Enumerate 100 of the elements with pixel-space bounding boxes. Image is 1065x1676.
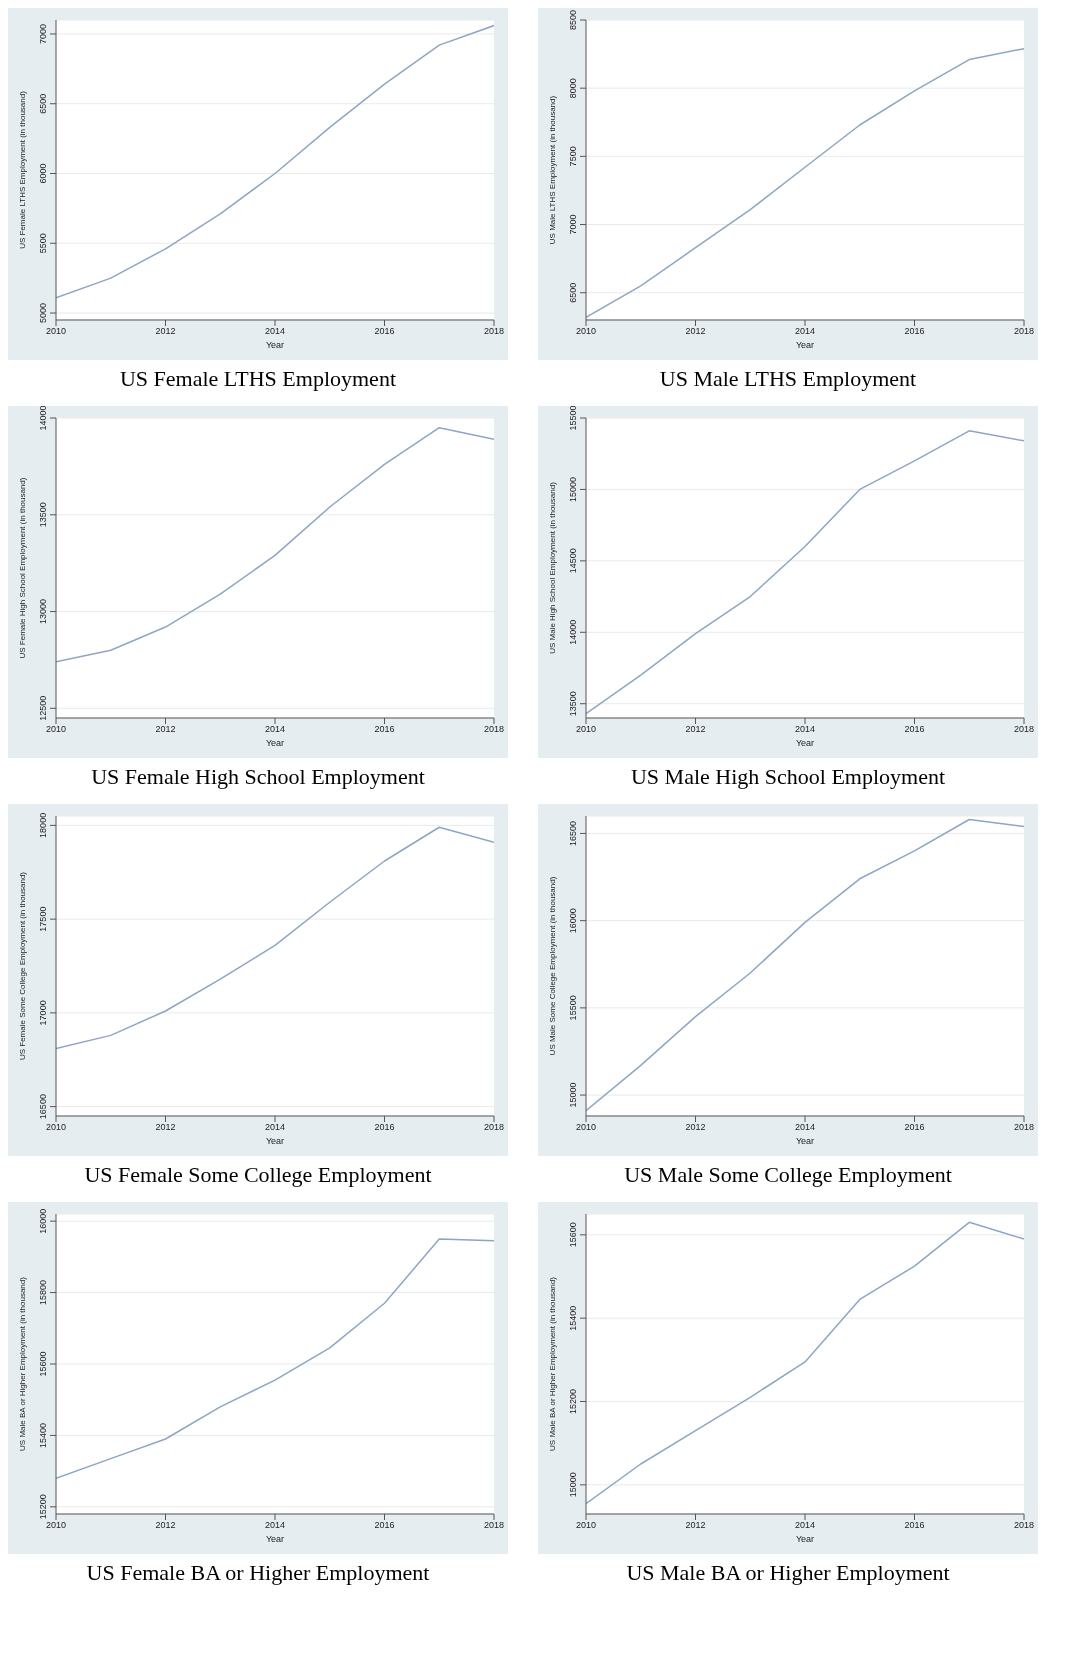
x-tick-label: 2014 [794,1520,816,1531]
x-tick-label: 2010 [45,326,67,337]
line-series [56,826,494,1050]
y-axis-title: US Male High School Employment (in thousand) [547,481,557,654]
y-tick-label: 12500 [38,695,48,721]
x-axis-title: Year [795,738,815,748]
y-axis-title: US Male BA or Higher Employment (in thousand) [547,1276,557,1451]
x-tick-label: 2016 [374,1122,395,1133]
y-axis-title: US Male LTHS Employment (in thousand) [547,95,557,245]
y-axis-title: US Male Some College Employment (in thousand) [547,876,557,1056]
x-tick-label: 2018 [483,326,505,337]
x-tick-label: 2012 [685,326,706,337]
y-tick-label: 6500 [38,93,48,114]
y-tick-label: 13000 [38,599,48,625]
x-tick-label: 2012 [155,724,176,735]
y-tick-label: 16500 [38,1094,48,1120]
x-tick-label: 2016 [904,1122,925,1133]
y-axis-title: US Female Some College Employment (in thousand) [17,871,27,1061]
text: US Male BA or Higher Employment [625,1560,951,1586]
x-tick-label: 2010 [575,1122,597,1133]
y-tick-label: 15600 [38,1351,48,1377]
x-tick-label: 2010 [575,326,597,337]
x-tick-label: 2014 [264,1122,286,1133]
y-tick-label: 16000 [38,1208,48,1234]
x-tick-label: 2016 [904,724,925,735]
x-tick-label: 2014 [264,724,286,735]
x-axis-title: Year [265,1534,285,1544]
x-tick-label: 2012 [155,326,176,337]
y-tick-label: 15500 [568,405,578,431]
x-tick-label: 2012 [155,1520,176,1531]
x-tick-label: 2014 [794,326,816,337]
y-tick-label: 14000 [568,619,578,645]
line-series [56,24,494,299]
y-tick-label: 15200 [38,1494,48,1520]
y-tick-label: 18000 [38,812,48,838]
x-tick-label: 2018 [483,724,505,735]
line-series [56,426,494,663]
y-tick-label: 7000 [38,23,48,44]
y-tick-label: 6500 [568,282,578,303]
x-tick-label: 2018 [483,1520,505,1531]
y-tick-label: 15000 [568,1472,578,1498]
y-tick-label: 7000 [568,214,578,235]
x-tick-label: 2014 [794,1122,816,1133]
x-tick-label: 2014 [794,724,816,735]
y-tick-label: 15400 [38,1422,48,1448]
x-tick-label: 2010 [45,724,67,735]
x-tick-label: 2010 [45,1520,67,1531]
y-tick-label: 15200 [568,1388,578,1415]
x-tick-label: 2012 [685,1520,706,1531]
y-tick-label: 17000 [38,1000,48,1026]
x-axis-title: Year [265,1136,285,1146]
text: US Male LTHS Employment [658,366,918,392]
x-tick-label: 2018 [1013,1122,1035,1133]
x-tick-label: 2014 [264,1520,286,1531]
x-axis-title: Year [265,738,285,748]
y-axis-title: US Female High School Employment (in thousand) [17,477,27,659]
x-tick-label: 2012 [155,1122,176,1133]
x-tick-label: 2016 [374,326,395,337]
y-tick-label: 14500 [568,548,578,574]
x-tick-label: 2018 [1013,326,1035,337]
y-tick-label: 15600 [568,1222,578,1248]
x-tick-label: 2018 [1013,1520,1035,1531]
y-tick-label: 5500 [38,233,48,254]
line-series [586,1221,1024,1505]
text: US Female High School Employment [90,764,426,790]
x-axis-title: Year [795,1534,815,1544]
y-tick-label: 5000 [38,303,48,324]
y-tick-label: 15000 [568,476,578,502]
x-tick-label: 2016 [904,1520,925,1531]
x-tick-label: 2010 [575,724,597,735]
x-tick-label: 2016 [374,1520,395,1531]
y-tick-label: 15500 [568,995,578,1021]
x-tick-label: 2016 [374,724,395,735]
x-tick-label: 2018 [1013,724,1035,735]
line-series [586,818,1024,1112]
y-tick-label: 8000 [568,78,578,99]
x-tick-label: 2014 [264,326,286,337]
text: US Male Some College Employment [623,1162,953,1188]
x-tick-label: 2010 [575,1520,597,1531]
line-series [56,1238,494,1480]
x-tick-label: 2012 [685,724,706,735]
y-tick-label: 15400 [568,1305,578,1331]
y-tick-label: 6000 [38,163,48,184]
y-tick-label: 16500 [568,820,578,846]
y-tick-label: 13500 [38,502,48,528]
y-tick-label: 14000 [38,405,48,431]
y-tick-label: 15800 [38,1280,48,1306]
y-axis-title: US Male BA or Higher Employment (in thousand) [17,1276,27,1451]
y-tick-label: 15000 [568,1082,578,1108]
x-tick-label: 2016 [904,326,925,337]
line-series [586,430,1024,715]
y-tick-label: 13500 [568,691,578,717]
y-tick-label: 7500 [568,146,578,167]
y-tick-label: 8500 [568,9,578,31]
x-tick-label: 2010 [45,1122,67,1133]
text: US Male High School Employment [629,764,947,790]
x-axis-title: Year [265,340,285,350]
x-axis-title: Year [795,340,815,350]
text: US Female LTHS Employment [119,366,397,392]
text: US Female BA or Higher Employment [85,1560,431,1586]
